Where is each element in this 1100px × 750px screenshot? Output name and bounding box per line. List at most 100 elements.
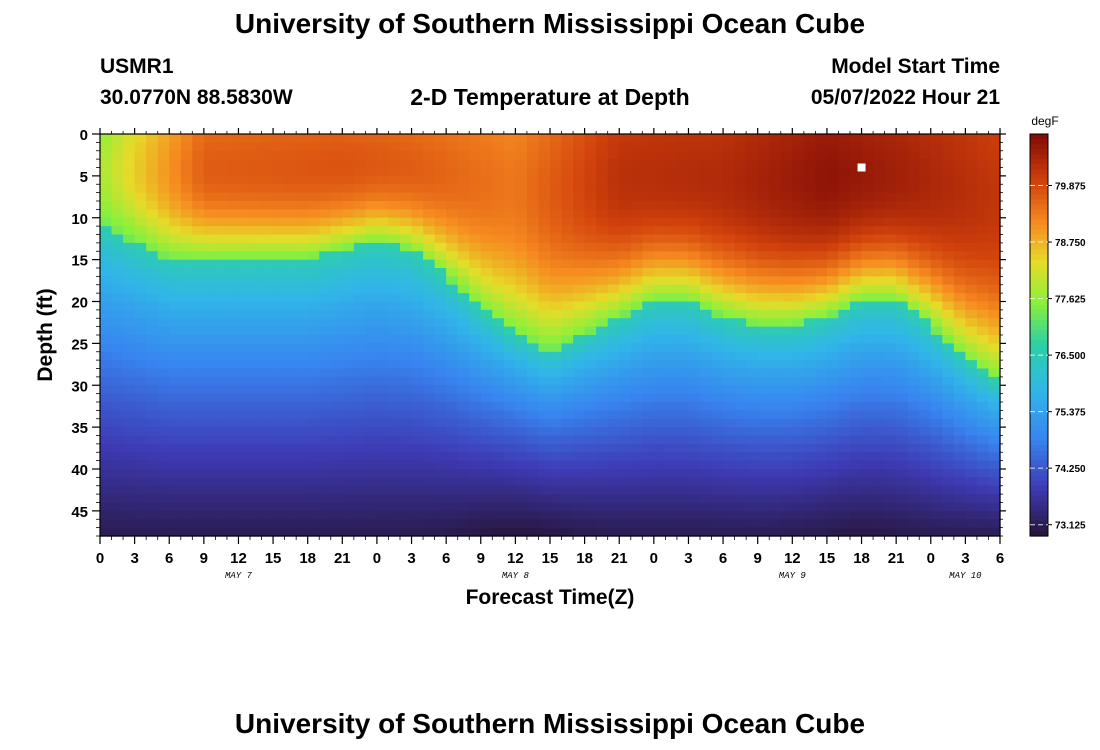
heatmap-cell xyxy=(907,142,920,152)
heatmap-cell xyxy=(630,309,643,319)
colorbar-swatch xyxy=(1030,500,1048,507)
colorbar-swatch xyxy=(1030,455,1048,462)
heatmap-cell xyxy=(365,460,378,470)
heatmap-cell xyxy=(388,175,401,185)
y-tick-label: 0 xyxy=(80,127,88,144)
heatmap-cell xyxy=(261,134,274,143)
heatmap-cell xyxy=(596,385,609,395)
heatmap-cell xyxy=(492,519,505,529)
heatmap-cell xyxy=(757,443,770,453)
heatmap-cell xyxy=(538,510,551,520)
heatmap-cell xyxy=(261,469,274,478)
heatmap-cell xyxy=(711,217,724,227)
heatmap-cell xyxy=(630,360,643,370)
heatmap-cell xyxy=(873,410,886,420)
heatmap-cell xyxy=(550,309,563,319)
heatmap-cell xyxy=(596,485,609,495)
heatmap-cell xyxy=(434,527,447,537)
heatmap-cell xyxy=(700,184,713,194)
heatmap-cell xyxy=(111,460,124,470)
heatmap-cell xyxy=(273,351,286,361)
heatmap-cell xyxy=(642,402,655,411)
heatmap-cell xyxy=(469,360,482,370)
heatmap-cell xyxy=(976,485,990,495)
heatmap-cell xyxy=(434,385,447,395)
heatmap-cell xyxy=(653,368,666,378)
heatmap-cell xyxy=(769,142,782,152)
heatmap-cell xyxy=(434,167,447,177)
heatmap-cell xyxy=(561,326,574,336)
heatmap-cell xyxy=(423,309,436,319)
heatmap-cell xyxy=(596,477,609,487)
heatmap-cell xyxy=(757,134,770,143)
heatmap-cell xyxy=(838,134,851,143)
heatmap-cell xyxy=(850,326,863,336)
heatmap-cell xyxy=(446,368,459,378)
heatmap-cell xyxy=(550,209,563,219)
heatmap-cell xyxy=(296,527,309,537)
heatmap-cell xyxy=(111,393,124,403)
heatmap-cell xyxy=(273,184,286,194)
heatmap-cell xyxy=(907,209,920,219)
heatmap-cell xyxy=(192,435,205,445)
heatmap-cell xyxy=(884,410,897,420)
heatmap-cell xyxy=(238,134,251,143)
heatmap-cell xyxy=(423,376,436,386)
heatmap-cell xyxy=(723,142,736,152)
heatmap-cell xyxy=(434,284,447,294)
heatmap-cell xyxy=(942,469,955,478)
heatmap-cell xyxy=(700,309,713,319)
heatmap-cell xyxy=(134,477,147,487)
heatmap-cell xyxy=(711,427,724,437)
heatmap-cell xyxy=(803,134,816,143)
heatmap-cell xyxy=(976,159,990,169)
heatmap-cell xyxy=(700,159,713,169)
heatmap-cell xyxy=(815,393,828,403)
heatmap-cell xyxy=(734,226,747,236)
heatmap-cell xyxy=(330,351,343,361)
heatmap-cell xyxy=(134,519,147,529)
heatmap-cell xyxy=(642,150,655,160)
heatmap-cell xyxy=(273,276,286,286)
heatmap-cell xyxy=(123,335,136,344)
heatmap-cell xyxy=(192,284,205,294)
heatmap-cell xyxy=(296,134,309,143)
heatmap-cell xyxy=(838,309,851,319)
heatmap-cell xyxy=(284,251,297,261)
heatmap-cell xyxy=(711,301,724,311)
heatmap-cell xyxy=(296,360,309,370)
heatmap-cell xyxy=(630,242,643,252)
heatmap-cell xyxy=(134,192,147,202)
heatmap-cell xyxy=(411,351,424,361)
heatmap-cell xyxy=(376,159,390,169)
heatmap-cell xyxy=(273,385,286,395)
heatmap-cell xyxy=(284,427,297,437)
heatmap-cell xyxy=(723,293,736,303)
heatmap-cell xyxy=(330,410,343,420)
heatmap-cell xyxy=(826,435,840,445)
heatmap-cell xyxy=(711,393,724,403)
heatmap-cell xyxy=(619,335,632,344)
heatmap-cell xyxy=(457,477,470,487)
heatmap-cell xyxy=(815,309,828,319)
heatmap-cell xyxy=(988,251,1001,261)
heatmap-cell xyxy=(607,427,620,437)
heatmap-cell xyxy=(376,519,390,529)
heatmap-cell xyxy=(780,201,793,210)
heatmap-cell xyxy=(826,527,840,537)
heatmap-cell xyxy=(180,343,193,353)
colorbar-tick-label: 75.375 xyxy=(1055,408,1086,419)
heatmap-cell xyxy=(157,343,170,353)
heatmap-cell xyxy=(330,242,343,252)
heatmap-cell xyxy=(803,410,816,420)
heatmap-cell xyxy=(838,293,851,303)
heatmap-cell xyxy=(757,477,770,487)
heatmap-cell xyxy=(111,427,124,437)
heatmap-cell xyxy=(457,301,470,311)
heatmap-cell xyxy=(665,201,678,210)
heatmap-cell xyxy=(769,259,782,269)
heatmap-cell xyxy=(169,268,182,277)
heatmap-cell xyxy=(676,175,690,185)
colorbar-swatch xyxy=(1030,219,1048,226)
heatmap-cell xyxy=(850,226,863,236)
